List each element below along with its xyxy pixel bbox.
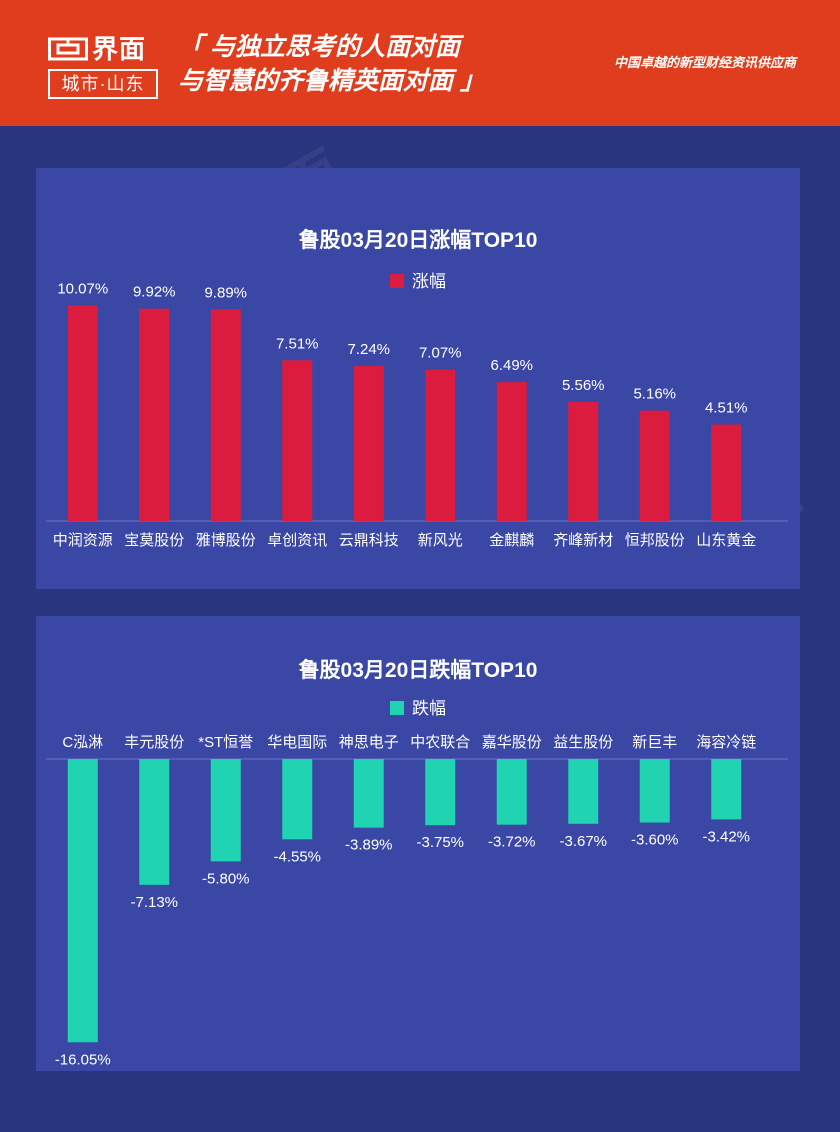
category-label: 华电国际 — [267, 734, 327, 751]
bar — [139, 759, 170, 885]
category-label: 中农联合 — [410, 734, 470, 751]
bar — [711, 759, 742, 820]
data-label: -3.67% — [559, 833, 607, 850]
legend-label: 涨幅 — [412, 272, 446, 291]
bar — [282, 360, 313, 521]
bar — [67, 759, 98, 1043]
slogan: 「 与独立思考的人面对面 与智慧的齐鲁精英面对面 」 — [178, 30, 485, 98]
gainers-chart-panel: 鲁股03月20日涨幅TOP10 涨幅 10.07% 中润资源 9.92% 宝莫股份 9.… — [36, 168, 800, 589]
bar — [282, 759, 313, 840]
data-label: 7.24% — [347, 341, 390, 358]
data-label: -3.60% — [631, 832, 679, 849]
data-label: 5.16% — [633, 386, 676, 403]
bar — [568, 402, 599, 521]
logo-mark-icon — [48, 37, 88, 61]
brand-sub-label: 城市·山东 — [48, 69, 158, 99]
data-label: -3.75% — [416, 834, 464, 851]
slogan-line-2: 与智慧的齐鲁精英面对面 」 — [178, 67, 485, 95]
legend-label: 跌幅 — [412, 699, 446, 718]
bar — [496, 382, 527, 521]
category-label: 宝莫股份 — [124, 532, 184, 549]
chart-title: 鲁股03月20日涨幅TOP10 — [298, 229, 538, 252]
data-label: -7.13% — [130, 894, 178, 911]
bar — [210, 309, 241, 521]
category-label: 海容冷链 — [696, 734, 756, 751]
category-label: 神思电子 — [339, 734, 399, 751]
category-label: 新风光 — [418, 532, 463, 549]
data-label: 6.49% — [490, 357, 533, 374]
bar — [139, 308, 170, 521]
category-label: C泓淋 — [62, 734, 103, 751]
category-label: 云鼎科技 — [339, 532, 399, 549]
bar — [639, 410, 670, 521]
bar — [568, 759, 599, 824]
losers-bar-chart: -16.05% C泓淋 -7.13% 丰元股份 -5.80% *ST恒誉 -4.55% 华电国… — [46, 734, 788, 1068]
category-label: 嘉华股份 — [482, 734, 542, 751]
chart-title: 鲁股03月20日跌幅TOP10 — [298, 659, 538, 682]
category-label: 金麒麟 — [489, 532, 534, 549]
data-label: -16.05% — [55, 1051, 111, 1068]
chart-legend: 跌幅 — [36, 694, 800, 719]
bar — [67, 305, 98, 521]
category-label: 恒邦股份 — [625, 532, 685, 549]
category-label: 齐峰新材 — [553, 532, 613, 549]
category-label: 雅博股份 — [196, 532, 256, 549]
bar — [210, 759, 241, 862]
data-label: 9.89% — [204, 284, 247, 301]
legend-swatch — [390, 274, 404, 288]
slogan-line-1: 「 与独立思考的人面对面 — [178, 33, 460, 61]
data-label: 7.51% — [276, 335, 319, 352]
category-label: *ST恒誉 — [198, 734, 253, 751]
bar — [496, 759, 527, 825]
brand-name: 界面 — [92, 34, 147, 64]
legend-swatch — [390, 701, 404, 715]
category-label: 益生股份 — [553, 734, 613, 751]
category-label: 新巨丰 — [632, 734, 677, 751]
bar — [353, 366, 384, 521]
header-banner: 界面 城市·山东 「 与独立思考的人面对面 与智慧的齐鲁精英面对面 」 中国卓越… — [0, 0, 840, 126]
data-label: 7.07% — [419, 345, 462, 362]
category-label: 中润资源 — [53, 532, 113, 549]
bar — [353, 759, 384, 828]
losers-chart-panel: 鲁股03月20日跌幅TOP10 跌幅 -16.05% C泓淋 -7.13% 丰元股份 -… — [36, 616, 800, 1071]
chart-legend: 涨幅 — [36, 267, 800, 292]
data-label: 9.92% — [133, 284, 176, 301]
data-label: -3.72% — [488, 834, 536, 851]
bar — [425, 369, 456, 521]
data-label: -5.80% — [202, 870, 250, 887]
gainers-bar-chart: 10.07% 中润资源 9.92% 宝莫股份 9.89% 雅博股份 7.51% 卓创资讯 7.2… — [46, 281, 788, 549]
data-label: -4.55% — [273, 848, 321, 865]
category-label: 卓创资讯 — [267, 532, 327, 549]
category-label: 山东黄金 — [696, 532, 756, 549]
tagline: 中国卓越的新型财经资讯供应商 — [613, 55, 796, 70]
data-label: -3.42% — [702, 828, 750, 845]
bar — [425, 759, 456, 826]
brand-logo: 界面 城市·山东 — [48, 34, 160, 99]
data-label: 5.56% — [562, 377, 605, 394]
category-label: 丰元股份 — [124, 734, 184, 751]
data-label: 4.51% — [705, 399, 748, 416]
data-label: -3.89% — [345, 837, 393, 854]
bar — [639, 759, 670, 823]
bar — [711, 424, 742, 521]
data-label: 10.07% — [57, 281, 108, 298]
